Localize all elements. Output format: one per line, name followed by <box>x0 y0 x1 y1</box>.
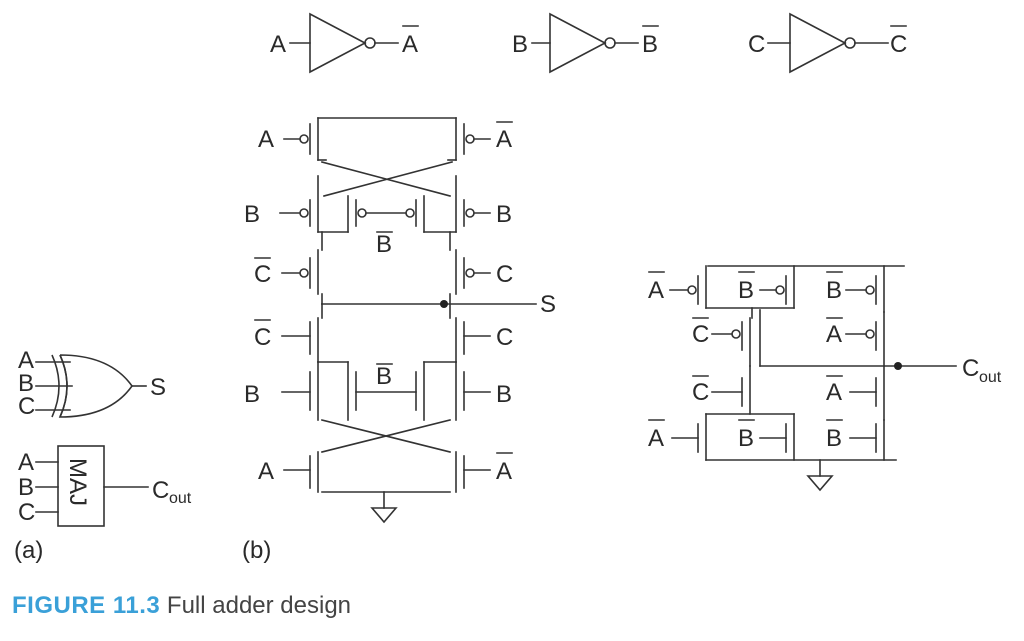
sum-b-left: B <box>244 201 260 228</box>
carry-a-n: A <box>826 379 842 406</box>
sum-ground-icon <box>370 507 398 524</box>
sum-c-left: C <box>254 261 271 288</box>
sum-a-right: A <box>496 126 512 153</box>
figure-number: FIGURE 11.3 <box>12 592 161 619</box>
inverter-b-input: B <box>512 31 528 58</box>
carry-b-bottom-1: B <box>738 425 754 452</box>
sum-c-right: C <box>496 261 513 288</box>
sum-a-left-n: A <box>258 458 274 485</box>
carry-c-n: C <box>692 379 709 406</box>
carry-b-top-2: B <box>826 277 842 304</box>
sum-b-right-n: B <box>496 381 512 408</box>
inverter-a: A A <box>270 12 419 74</box>
sum-b-right: B <box>496 201 512 228</box>
xor-input-b: B <box>18 370 34 397</box>
maj-output-c: C <box>152 477 169 504</box>
xor-output-s: S <box>150 374 166 401</box>
carry-ground-icon <box>806 475 834 492</box>
sum-output-s: S <box>540 291 556 318</box>
sum-a-left: A <box>258 126 274 153</box>
sum-b-left-n: B <box>244 381 260 408</box>
xor-input-c: C <box>18 393 35 420</box>
carry-b-top-1: B <box>738 277 754 304</box>
carry-c-p: C <box>692 321 709 348</box>
xor-gate: A B C S <box>18 347 166 420</box>
carry-output-sub: out <box>979 369 1002 386</box>
sum-b-mid-top: B <box>376 231 392 258</box>
maj-input-c: C <box>18 499 35 526</box>
sum-c-left-n: C <box>254 324 271 351</box>
figure-title: Full adder design <box>166 592 352 619</box>
panel-a-label: (a) <box>14 537 43 564</box>
carry-a-p: A <box>826 321 842 348</box>
sum-c-right-n: C <box>496 324 513 351</box>
carry-output-c: C <box>962 355 979 382</box>
figure-caption: FIGURE 11.3 Full adder design <box>12 592 351 620</box>
inverter-a-input: A <box>270 31 286 58</box>
majority-gate: A B C MAJ C out <box>18 445 192 527</box>
carry-circuit: A B B C A C <box>648 265 1002 492</box>
sum-output-node <box>440 300 448 308</box>
sum-a-right-n: A <box>496 458 512 485</box>
maj-input-b: B <box>18 474 34 501</box>
panel-b-label: (b) <box>242 537 271 564</box>
carry-a-top-left: A <box>648 277 664 304</box>
carry-a-bottom-left: A <box>648 425 664 452</box>
sum-b-mid-bottom: B <box>376 363 392 390</box>
carry-output-node <box>894 362 902 370</box>
inverter-c: C C <box>748 12 907 74</box>
maj-output-sub: out <box>169 490 192 507</box>
maj-input-a: A <box>18 449 34 476</box>
carry-b-bottom-2: B <box>826 425 842 452</box>
inverter-b: B B <box>512 12 659 74</box>
maj-box-label: MAJ <box>64 458 91 506</box>
inverter-c-input: C <box>748 31 765 58</box>
inverter-c-output: C <box>890 31 907 58</box>
inverter-b-output: B <box>642 31 658 58</box>
inverter-a-output: A <box>402 31 418 58</box>
xor-input-a: A <box>18 347 34 374</box>
sum-circuit: A A B B B <box>244 117 556 524</box>
